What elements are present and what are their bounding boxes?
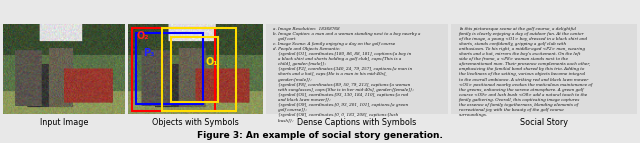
Text: P₃: P₃ [143, 48, 154, 58]
Bar [171, 37, 218, 102]
FancyBboxPatch shape [264, 23, 450, 115]
Bar [132, 28, 215, 111]
Bar [136, 33, 204, 104]
Text: Social Story: Social Story [520, 118, 568, 127]
Text: Dense Captions with Symbols: Dense Captions with Symbols [297, 118, 417, 127]
Text: O₂: O₂ [136, 31, 148, 41]
Text: O₁: O₁ [206, 57, 218, 67]
Text: a. Image Resolution:  18368768
b. Image Caption: a man and a woman standing next: a. Image Resolution: 18368768 b. Image C… [273, 27, 420, 122]
Text: Objects with Symbols: Objects with Symbols [152, 118, 239, 127]
Text: In this picturesque scene at the golf course, a delightful
family is clearly enj: In this picturesque scene at the golf co… [459, 27, 592, 117]
FancyBboxPatch shape [449, 23, 639, 115]
Text: Figure 3: An example of social story generation.: Figure 3: An example of social story gen… [197, 131, 443, 140]
Text: Input Image: Input Image [40, 118, 88, 127]
Bar [162, 28, 236, 111]
